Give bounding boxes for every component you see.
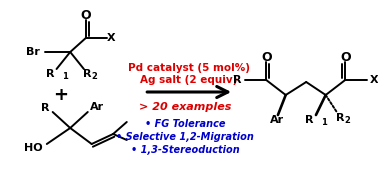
- Text: X: X: [107, 33, 115, 43]
- Text: Ag salt (2 equiv): Ag salt (2 equiv): [141, 75, 238, 85]
- Text: X: X: [370, 75, 378, 85]
- Text: O: O: [340, 51, 350, 63]
- Text: HO: HO: [24, 143, 43, 153]
- Text: > 20 examples: > 20 examples: [139, 102, 231, 112]
- Text: • FG Tolerance: • FG Tolerance: [145, 119, 226, 129]
- Text: +: +: [53, 86, 68, 104]
- Text: R: R: [83, 69, 91, 79]
- Text: Pd catalyst (5 mol%): Pd catalyst (5 mol%): [128, 63, 250, 73]
- Text: 1: 1: [321, 117, 327, 127]
- Text: R: R: [305, 115, 314, 125]
- Text: • Selective 1,2-Migration: • Selective 1,2-Migration: [116, 132, 254, 142]
- Text: R: R: [41, 103, 50, 113]
- Text: Ar: Ar: [90, 102, 104, 112]
- Text: Ar: Ar: [270, 115, 284, 125]
- Text: O: O: [261, 51, 271, 63]
- Text: R: R: [336, 113, 345, 123]
- Text: 2: 2: [344, 115, 350, 125]
- Text: Br: Br: [26, 47, 40, 57]
- Text: 2: 2: [91, 71, 98, 80]
- Text: 1: 1: [62, 71, 68, 80]
- Text: R: R: [46, 69, 54, 79]
- Text: O: O: [81, 9, 91, 21]
- Text: R: R: [233, 75, 242, 85]
- Text: • 1,3-Stereoduction: • 1,3-Stereoduction: [131, 145, 240, 155]
